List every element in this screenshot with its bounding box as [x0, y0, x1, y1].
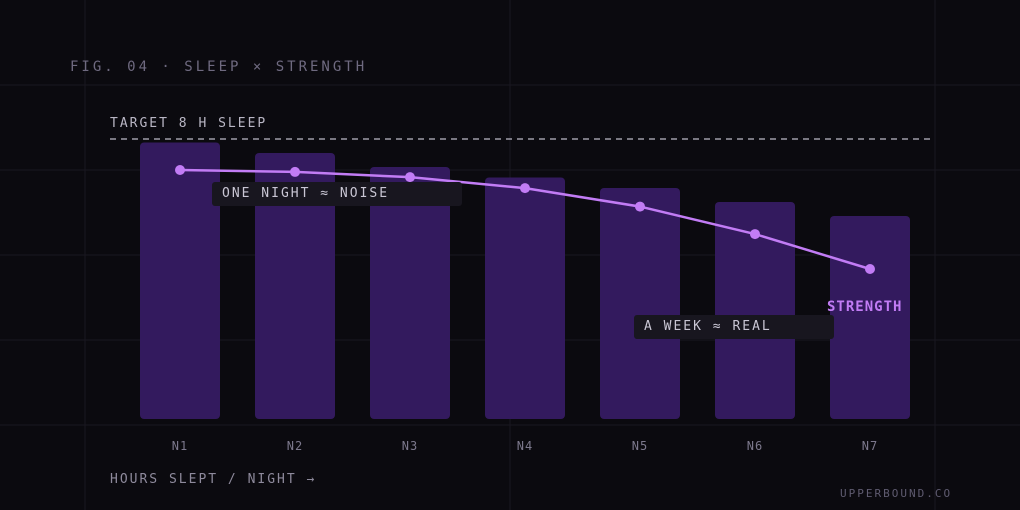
target-line-label: TARGET 8 H SLEEP	[110, 116, 268, 131]
x-tick-label: N2	[287, 439, 303, 453]
strength-point-n1	[175, 165, 185, 175]
annotation-a-week: A WEEK ≈ REAL	[634, 315, 834, 339]
x-axis-label: HOURS SLEPT / NIGHT →	[110, 472, 317, 487]
annotation-one-night: ONE NIGHT ≈ NOISE	[212, 182, 462, 206]
x-tick-label: N1	[172, 439, 188, 453]
bar-n6	[715, 202, 795, 419]
strength-point-n6	[750, 229, 760, 240]
strength-point-n2	[290, 166, 300, 177]
x-tick-label: N5	[632, 439, 648, 453]
bar-n5	[600, 188, 680, 419]
bar-n4	[485, 177, 565, 419]
strength-point-n4	[520, 183, 530, 194]
figure-title: FIG. 04 · SLEEP × STRENGTH	[70, 59, 368, 75]
bar-n3	[370, 167, 450, 419]
x-tick-label: N4	[517, 439, 533, 453]
brand-watermark: UPPERBOUND.CO	[840, 487, 953, 500]
bar-n7	[830, 216, 910, 419]
strength-point-n7	[865, 264, 875, 274]
strength-point-n5	[635, 201, 645, 212]
x-tick-label: N6	[747, 439, 763, 453]
x-tick-label: N3	[402, 439, 418, 453]
strength-point-n3	[405, 172, 415, 183]
bar-n1	[140, 142, 220, 419]
strength-series-label: STRENGTH	[827, 299, 903, 315]
x-tick-label: N7	[862, 439, 878, 453]
bar-n2	[255, 153, 335, 419]
